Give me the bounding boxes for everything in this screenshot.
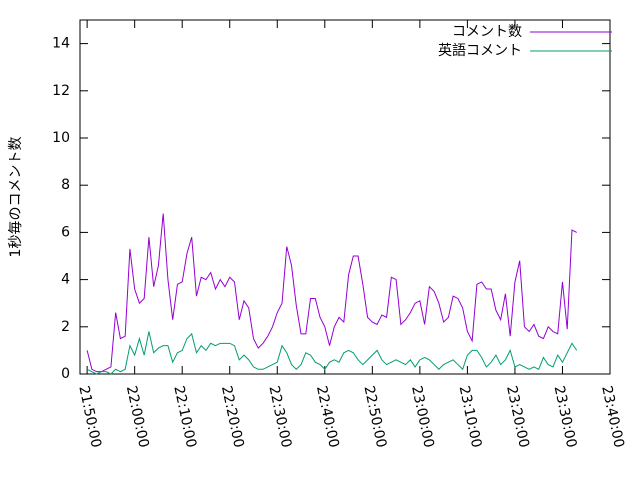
x-tick-label: 21:50:00 — [75, 384, 104, 449]
x-tick-label: 22:40:00 — [313, 384, 342, 449]
x-tick-label: 22:20:00 — [218, 384, 247, 449]
x-tick-label: 23:30:00 — [551, 384, 580, 449]
x-tick-label: 23:10:00 — [456, 384, 485, 449]
y-tick-label: 0 — [61, 366, 70, 382]
y-tick-label: 10 — [52, 130, 70, 146]
x-tick-label: 23:00:00 — [408, 384, 437, 449]
x-tick-label: 22:30:00 — [265, 384, 294, 449]
y-tick-label: 12 — [52, 83, 70, 99]
y-tick-label: 6 — [61, 224, 70, 240]
plot-frame — [79, 19, 611, 375]
series-line — [86, 331, 578, 375]
x-tick-label: 23:40:00 — [598, 384, 627, 449]
y-tick-label: 4 — [61, 272, 70, 288]
x-tick-label: 22:50:00 — [361, 384, 390, 449]
x-tick-label: 23:20:00 — [503, 384, 532, 449]
y-axis-label: 1秒毎のコメント数 — [8, 137, 24, 258]
x-tick-label: 22:10:00 — [170, 384, 199, 449]
y-tick-label: 14 — [52, 36, 70, 52]
legend-label: コメント数 — [452, 24, 522, 40]
series-line — [86, 213, 577, 373]
y-tick-label: 2 — [61, 319, 70, 335]
y-tick-label: 8 — [61, 177, 70, 193]
x-tick-label: 22:00:00 — [123, 384, 152, 449]
legend-label: 英語コメント — [438, 42, 522, 59]
